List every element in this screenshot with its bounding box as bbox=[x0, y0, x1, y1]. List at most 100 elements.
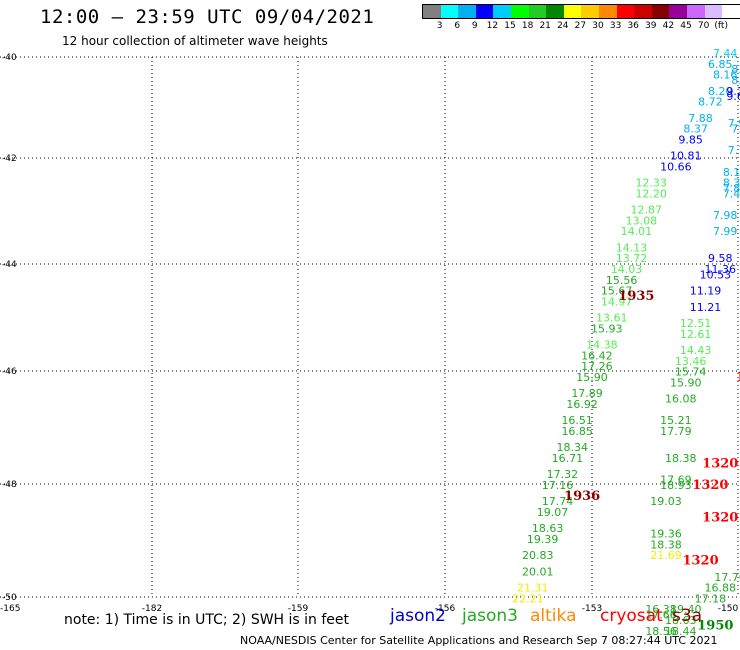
time-label: 1320 bbox=[702, 510, 738, 525]
wave-height-label: 15.90 bbox=[670, 376, 702, 389]
wave-height-label: 7.2 bbox=[731, 123, 740, 136]
wave-height-label: 15.21 bbox=[660, 414, 692, 427]
wave-height-label: 17.89 bbox=[571, 387, 603, 400]
lat-tick-label: -46 bbox=[2, 367, 17, 377]
legend-label: 27 bbox=[574, 21, 587, 31]
wave-height-label: 15.67 bbox=[601, 285, 633, 298]
wave-height-label: 7.44 bbox=[713, 47, 738, 60]
wave-height-label: 9.85 bbox=[678, 133, 703, 146]
wave-height-label: 16.42 bbox=[581, 349, 613, 362]
wave-height-label: 7.45 bbox=[723, 187, 740, 200]
wave-height-label: 15.56 bbox=[606, 274, 638, 287]
wave-height-label: 18.34 bbox=[557, 441, 589, 454]
wave-height-label: 15.74 bbox=[675, 366, 707, 379]
wave-height-label: 18.63 bbox=[532, 522, 564, 535]
wave-height-label: 19.03 bbox=[650, 495, 682, 508]
wave-height-label: 17.79 bbox=[660, 425, 692, 438]
lon-tick-label: -156 bbox=[435, 604, 456, 614]
lat-tick-label: -48 bbox=[2, 480, 17, 490]
legend-swatch bbox=[669, 5, 687, 18]
wave-height-label: 16.92 bbox=[566, 398, 598, 411]
lon-tick-label: -153 bbox=[582, 604, 602, 614]
wave-height-label: 7.90 bbox=[728, 117, 740, 130]
wave-height-label: 8.6 bbox=[731, 63, 740, 76]
legend-swatch bbox=[704, 5, 723, 18]
wave-height-label: 17.66 bbox=[645, 609, 677, 622]
lon-tick-label: -182 bbox=[142, 604, 162, 614]
time-label: 1320 bbox=[682, 554, 718, 569]
credit-footer: NOAA/NESDIS Center for Satellite Applica… bbox=[240, 634, 718, 647]
wave-height-label: 8.37 bbox=[683, 123, 708, 136]
wave-height-label: 17.70 bbox=[714, 571, 740, 584]
wave-height-label: 18.63 bbox=[665, 614, 697, 627]
lat-tick-label: -40 bbox=[2, 53, 17, 63]
time-label: 1320 bbox=[702, 456, 738, 471]
time-label: 1320 bbox=[692, 478, 728, 493]
wave-height-label: 17.69 bbox=[660, 474, 692, 487]
color-legend: 3 6 9 12 15 18 21 24 27 30 33 36 39 42 45 70 (ft) bbox=[422, 4, 740, 33]
wave-height-label: 10.66 bbox=[660, 160, 692, 173]
satellite-cryosat: cryosat bbox=[600, 606, 663, 626]
legend-swatch bbox=[634, 5, 652, 18]
wave-height-label: 9.58 bbox=[708, 252, 733, 265]
wave-height-label: 12.20 bbox=[635, 187, 667, 200]
legend-swatch bbox=[546, 5, 564, 18]
wave-height-label: 7.99 bbox=[713, 225, 738, 238]
wave-height-label: 20.01 bbox=[522, 565, 554, 578]
legend-swatch bbox=[722, 5, 740, 18]
wave-height-label: 17.18 bbox=[695, 592, 727, 605]
wave-height-label: 20.83 bbox=[522, 549, 554, 562]
wave-height-label: 12.33 bbox=[635, 177, 667, 190]
legend-label: 70 bbox=[697, 21, 710, 31]
legend-swatch bbox=[440, 5, 459, 18]
legend-swatch bbox=[598, 5, 617, 18]
legend-label: 21 bbox=[539, 21, 551, 31]
wave-height-label: 8.20 bbox=[708, 85, 733, 98]
time-label: 1936 bbox=[564, 489, 600, 504]
lat-tick-label: -50 bbox=[2, 593, 17, 603]
wave-height-label: 10.81 bbox=[670, 150, 702, 163]
wave-height-label: 18.44 bbox=[665, 625, 697, 638]
legend-labels: 3 6 9 12 15 18 21 24 27 30 33 36 39 42 45 70 (ft) bbox=[422, 19, 740, 33]
time-label: 13 bbox=[736, 370, 740, 385]
legend-label: 42 bbox=[662, 21, 675, 31]
wave-height-label: 18.38 bbox=[665, 452, 697, 465]
wave-height-label: 9.6 bbox=[726, 90, 740, 103]
wave-height-label: 14.03 bbox=[611, 263, 643, 276]
wave-height-label: 19.36 bbox=[650, 528, 682, 541]
legend-label: 36 bbox=[627, 21, 639, 31]
wave-height-label: 19.40 bbox=[670, 603, 702, 616]
legend-label: 24 bbox=[557, 21, 569, 31]
wave-height-label: 18.38 bbox=[650, 538, 682, 551]
legend-swatch bbox=[616, 5, 635, 18]
legend-swatch bbox=[563, 5, 582, 18]
wave-height-label: 16.85 bbox=[561, 425, 593, 438]
wave-height-label: 15.93 bbox=[591, 322, 623, 335]
legend-label: 15 bbox=[504, 21, 516, 31]
page-subtitle: 12 hour collection of altimeter wave hei… bbox=[62, 34, 328, 48]
wave-height-label: 13.46 bbox=[675, 355, 707, 368]
wave-height-label: 6.85 bbox=[708, 58, 733, 71]
wave-height-label: 18.56 bbox=[645, 625, 677, 638]
legend-swatch bbox=[510, 5, 529, 18]
legend-label: 45 bbox=[680, 21, 692, 31]
wave-height-label: 12.51 bbox=[680, 317, 712, 330]
wave-height-label: 16.88 bbox=[705, 582, 737, 595]
wave-height-label: 11.21 bbox=[690, 301, 722, 314]
legend-swatch bbox=[493, 5, 511, 18]
wave-height-label: 7.87 bbox=[723, 182, 740, 195]
time-label: 1950 bbox=[697, 618, 733, 633]
wave-height-label: 10.53 bbox=[700, 268, 732, 281]
units-note: note: 1) Time is in UTC; 2) SWH is in fe… bbox=[64, 612, 350, 628]
wave-height-label: 14.13 bbox=[616, 241, 648, 254]
wave-height-label: 13.72 bbox=[616, 252, 648, 265]
wave-height-label: 16.08 bbox=[665, 393, 697, 406]
wave-height-label: 11.36 bbox=[705, 263, 737, 276]
wave-height-label: 13.08 bbox=[626, 214, 658, 227]
legend-label: 30 bbox=[592, 21, 604, 31]
legend-label: 12 bbox=[486, 21, 499, 31]
lat-tick-label: -44 bbox=[2, 260, 17, 270]
time-label: 1935 bbox=[618, 289, 654, 304]
wave-height-label: 14.01 bbox=[621, 225, 653, 238]
